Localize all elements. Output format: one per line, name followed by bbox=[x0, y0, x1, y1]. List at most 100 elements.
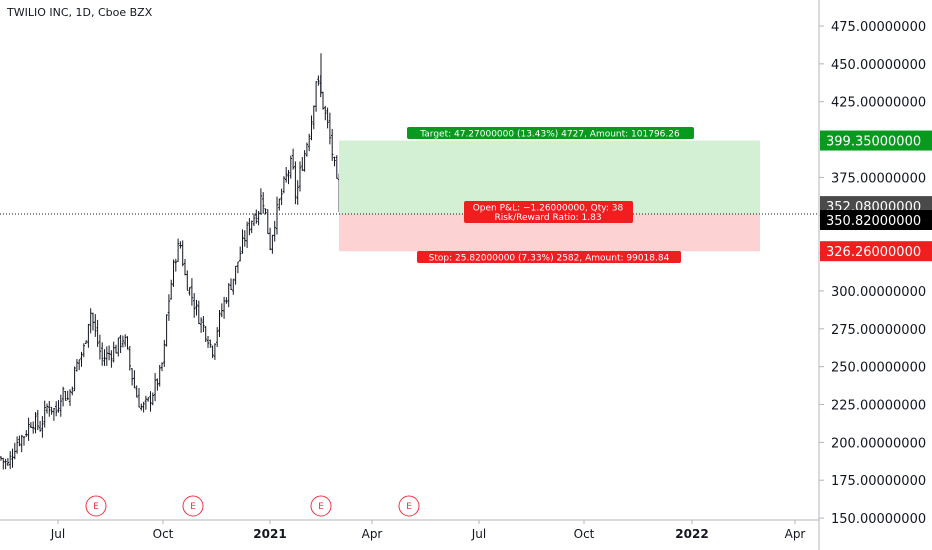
candle bbox=[96, 319, 99, 347]
candle bbox=[124, 334, 127, 347]
pnl-label-box: Open P&L: −1.26000000, Qty: 38 Risk/Rewa… bbox=[464, 201, 633, 223]
target-price-label: 399.35000000 bbox=[826, 135, 921, 150]
candle bbox=[328, 112, 332, 145]
time-tick-label: 2022 bbox=[675, 527, 708, 541]
candle bbox=[156, 378, 159, 391]
candle bbox=[41, 416, 44, 438]
candle bbox=[117, 337, 120, 357]
candle bbox=[43, 400, 46, 428]
candle bbox=[165, 314, 168, 347]
price-tick-label: 275.00000000 bbox=[831, 323, 926, 338]
candle bbox=[298, 161, 302, 192]
candle bbox=[206, 336, 210, 348]
target-price-tag: 399.35000000 bbox=[820, 130, 932, 151]
time-tick-label: Oct bbox=[153, 527, 174, 541]
candle bbox=[278, 198, 281, 211]
candle bbox=[147, 397, 150, 402]
candle bbox=[301, 157, 304, 171]
candle bbox=[294, 161, 297, 205]
candle-series bbox=[0, 53, 341, 470]
candle bbox=[243, 230, 246, 247]
time-tick-label: Jul bbox=[471, 527, 486, 541]
candle bbox=[87, 323, 90, 348]
candle bbox=[183, 258, 187, 276]
candle bbox=[176, 238, 180, 262]
price-tick-label: 300.00000000 bbox=[831, 285, 926, 300]
candle bbox=[135, 385, 138, 398]
candle bbox=[9, 451, 12, 470]
candle bbox=[271, 234, 274, 254]
price-axis[interactable]: 475.00000000450.00000000425.00000000400.… bbox=[819, 20, 926, 527]
candle bbox=[179, 241, 182, 249]
candle bbox=[312, 105, 315, 130]
candle bbox=[140, 403, 143, 411]
candle bbox=[282, 176, 286, 194]
target-label: Target: 47.27000000 (13.43%) 4727, Amoun… bbox=[419, 130, 680, 140]
earnings-marker[interactable] bbox=[182, 495, 204, 517]
candle bbox=[174, 258, 177, 272]
candle bbox=[149, 391, 152, 412]
pnl-label: Open P&L: −1.26000000, Qty: 38 bbox=[473, 204, 624, 214]
stop-price-label: 326.26000000 bbox=[826, 245, 921, 260]
candle bbox=[50, 406, 53, 415]
candle bbox=[259, 188, 263, 215]
earnings-marker[interactable] bbox=[310, 495, 332, 517]
candle bbox=[222, 296, 226, 319]
candle bbox=[234, 265, 237, 285]
current-price-label: 350.82000000 bbox=[826, 214, 921, 229]
candle bbox=[280, 188, 283, 206]
candle bbox=[255, 209, 258, 224]
candle bbox=[73, 366, 76, 392]
candle bbox=[144, 395, 148, 410]
candle bbox=[195, 299, 198, 316]
time-tick-label: Oct bbox=[574, 527, 595, 541]
earnings-marker[interactable] bbox=[85, 495, 107, 517]
candle bbox=[202, 315, 205, 333]
candle bbox=[27, 417, 30, 441]
candle bbox=[170, 279, 173, 300]
candle bbox=[64, 390, 67, 401]
candle bbox=[308, 133, 311, 152]
candle bbox=[190, 278, 194, 306]
stop-label: Stop: 25.82000000 (7.33%) 2582, Amount: … bbox=[429, 254, 670, 264]
candle bbox=[105, 346, 108, 366]
candle bbox=[193, 293, 196, 318]
candle bbox=[153, 373, 157, 402]
candle bbox=[310, 115, 313, 141]
earnings-marker[interactable] bbox=[398, 495, 420, 517]
earnings-marker-label: E bbox=[318, 502, 324, 512]
candle bbox=[6, 458, 10, 467]
candle bbox=[22, 436, 26, 446]
candle bbox=[197, 300, 200, 325]
candle bbox=[211, 345, 214, 359]
candle bbox=[285, 167, 288, 183]
candle bbox=[220, 303, 223, 318]
candle bbox=[25, 430, 28, 437]
candle bbox=[110, 350, 113, 368]
candle bbox=[335, 155, 338, 179]
time-tick-label: Apr bbox=[785, 527, 806, 541]
candle bbox=[32, 421, 35, 434]
candle bbox=[137, 387, 141, 408]
candle bbox=[160, 362, 164, 372]
candle bbox=[273, 220, 276, 242]
candle bbox=[213, 343, 217, 360]
candle bbox=[94, 314, 97, 337]
candle bbox=[167, 294, 171, 321]
candle bbox=[199, 317, 203, 333]
earnings-marker-label: E bbox=[190, 502, 196, 512]
candle bbox=[82, 343, 85, 358]
candle bbox=[305, 142, 309, 157]
time-axis[interactable]: Jul Oct 2021 Apr Jul Oct 2022 Apr bbox=[50, 520, 806, 541]
price-tick-label: 450.00000000 bbox=[831, 58, 926, 73]
price-tick-label: 250.00000000 bbox=[831, 361, 926, 376]
candle bbox=[98, 334, 102, 360]
candle bbox=[158, 364, 161, 387]
price-tick-label: 150.00000000 bbox=[831, 512, 926, 527]
candle bbox=[121, 335, 125, 348]
candle bbox=[239, 246, 242, 262]
candle bbox=[248, 218, 251, 236]
candle bbox=[55, 401, 58, 417]
